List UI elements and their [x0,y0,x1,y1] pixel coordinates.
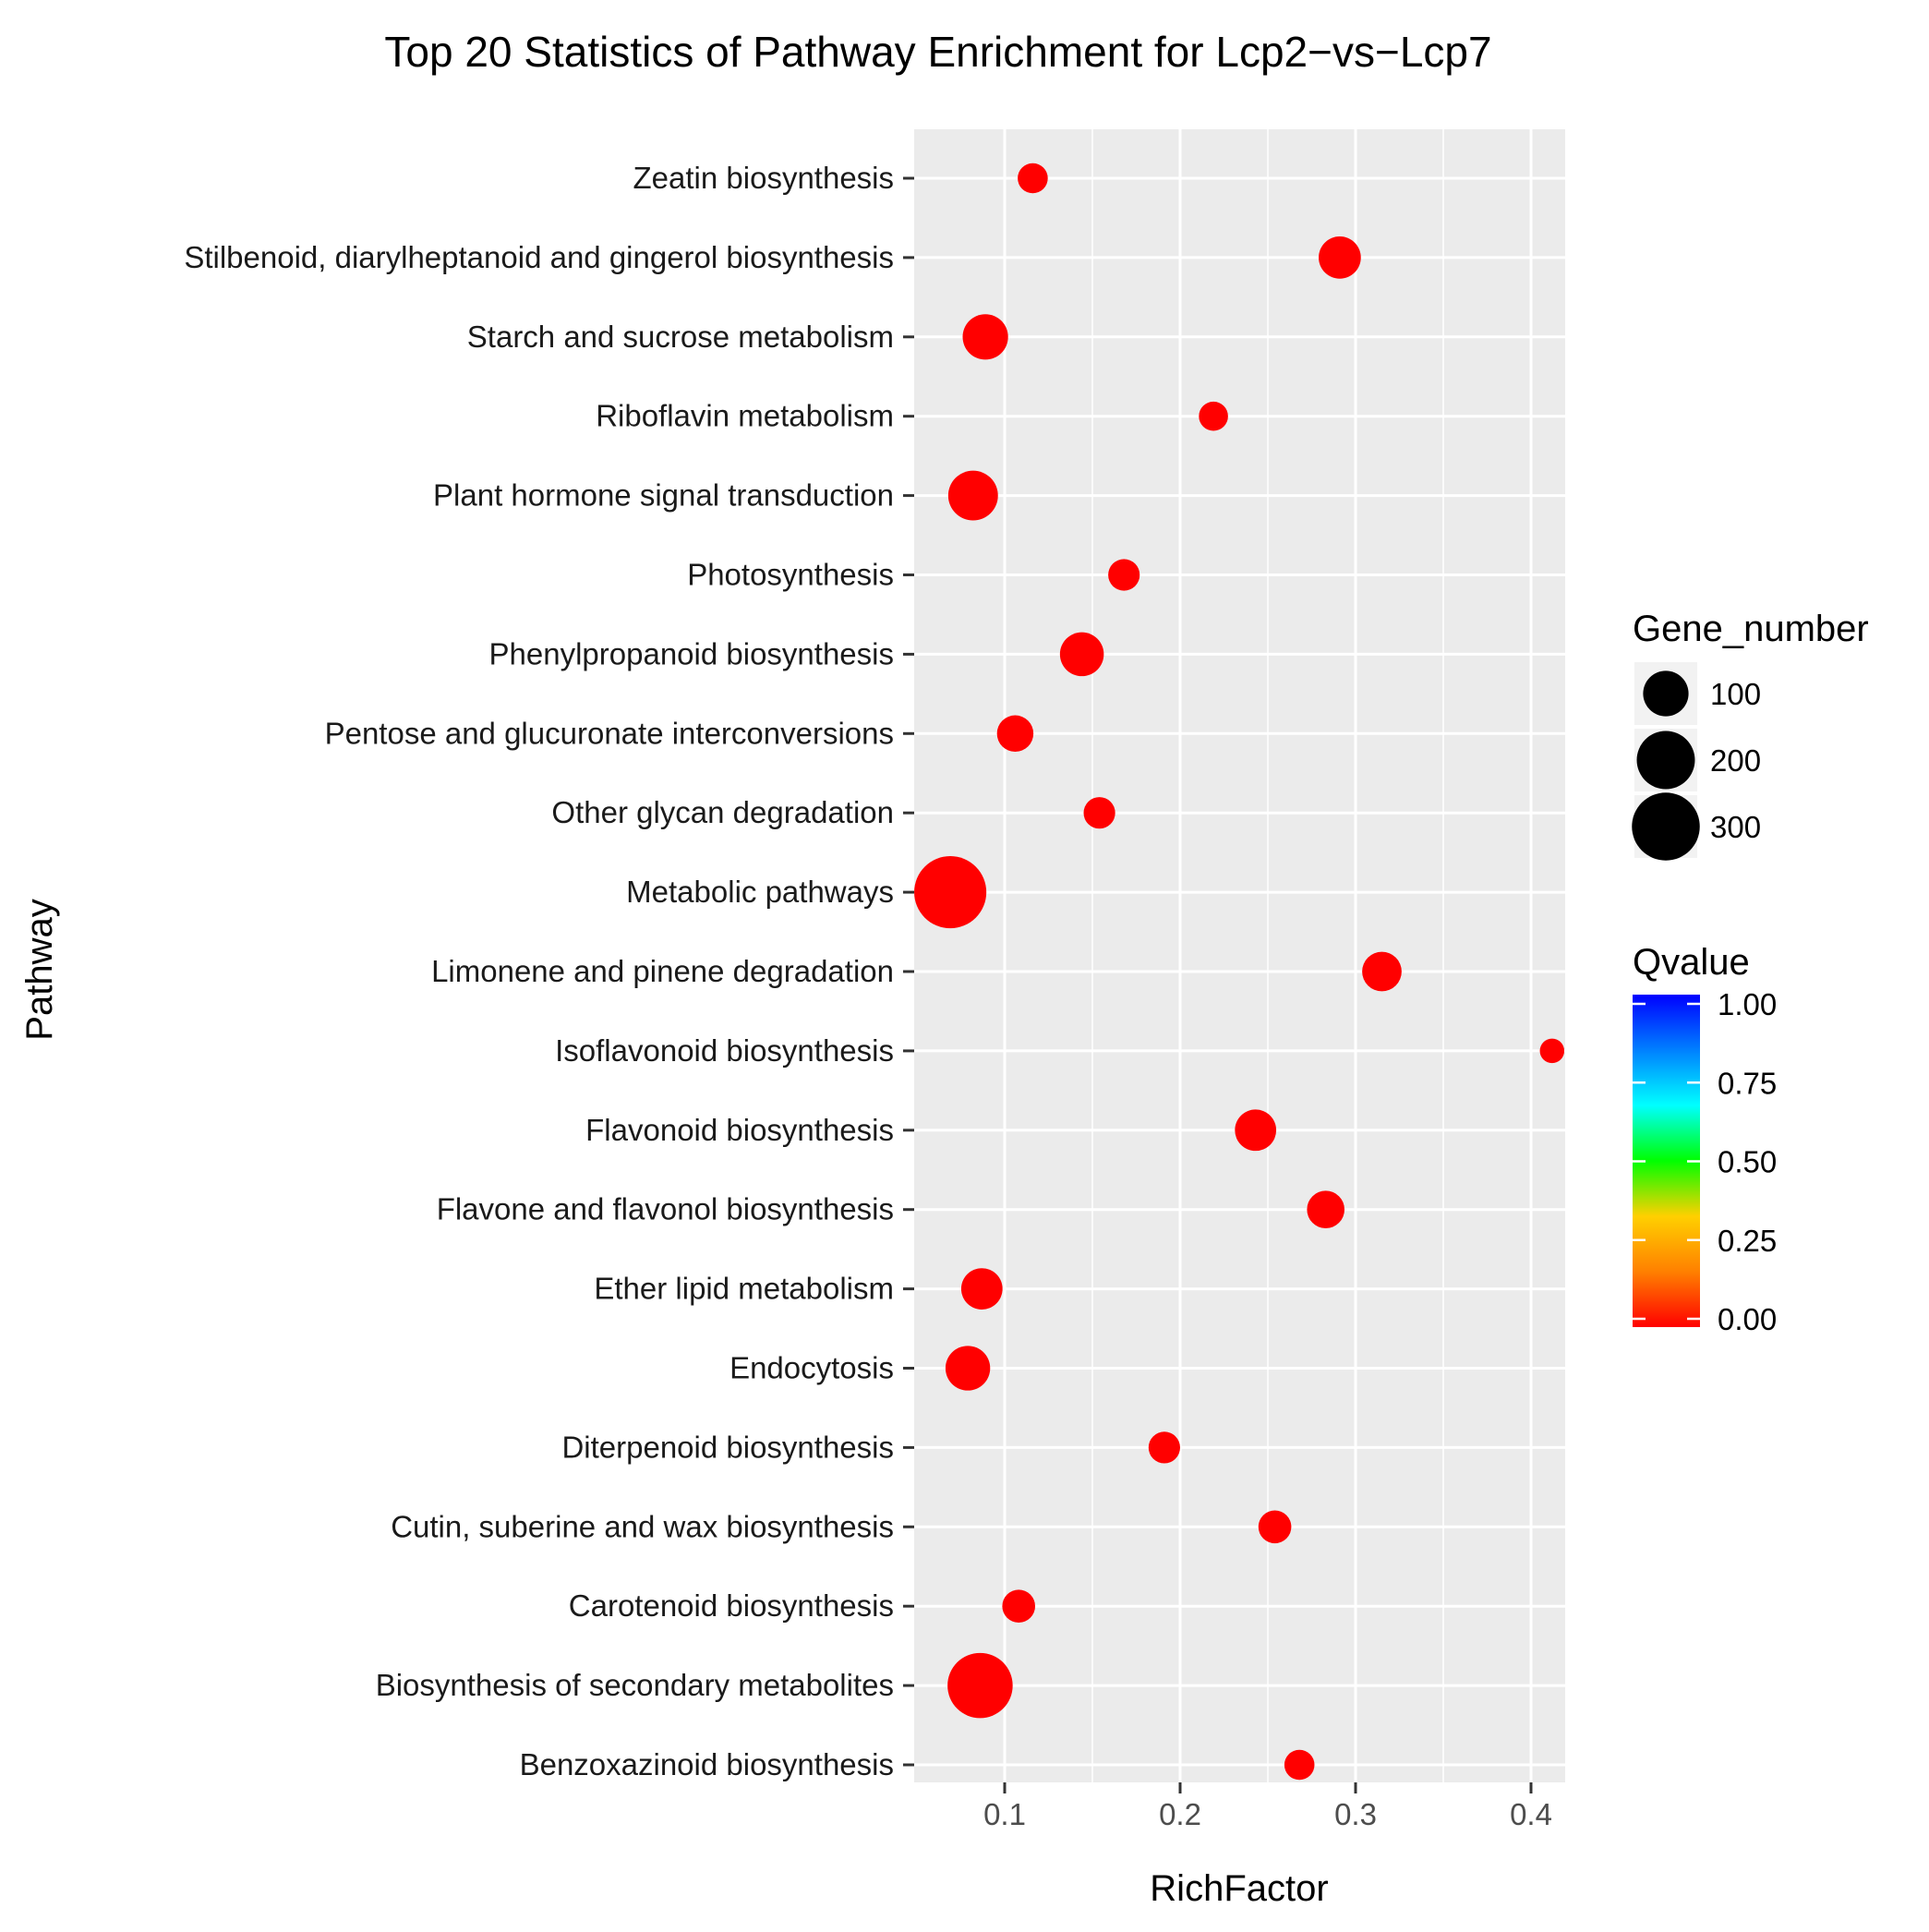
y-tick-label: Ether lipid metabolism [594,1272,894,1306]
y-tick-label: Diterpenoid biosynthesis [561,1430,894,1464]
colorbar-label: 0.25 [1718,1224,1777,1258]
qvalue-legend-title: Qvalue [1633,942,1750,983]
x-tick-label: 0.3 [1334,1797,1377,1831]
data-point [947,1652,1013,1719]
y-tick-label: Flavonoid biosynthesis [585,1113,894,1147]
y-tick-label: Pentose and glucuronate interconversions [325,716,894,750]
data-point [1307,1190,1345,1229]
data-point [945,1346,991,1391]
data-point [1018,163,1048,194]
colorbar-label: 0.75 [1718,1066,1777,1100]
y-tick-label: Biosynthesis of secondary metabolites [376,1668,894,1702]
data-point [1362,951,1402,992]
data-point [947,470,998,521]
y-tick-label: Other glycan degradation [551,795,894,829]
plot-panel [914,129,1565,1782]
y-tick-label: Zeatin biosynthesis [633,161,894,195]
data-point [1199,401,1228,431]
y-tick-label: Metabolic pathways [626,875,894,909]
legend-size-label: 100 [1710,677,1761,711]
y-tick-label: Carotenoid biosynthesis [569,1588,894,1623]
data-point [1284,1749,1315,1781]
legend-size-label: 300 [1710,810,1761,844]
data-point [1319,236,1361,279]
data-point [914,856,987,929]
data-points [914,163,1565,1781]
legend-size-dot [1632,792,1700,861]
x-axis-title: RichFactor [1150,1868,1328,1909]
y-axis-title: Pathway [19,899,60,1040]
colorbar-label: 0.50 [1718,1145,1777,1179]
y-tick-label: Isoflavonoid biosynthesis [555,1033,894,1068]
y-axis: Zeatin biosynthesis Stilbenoid, diarylhep… [184,161,914,1781]
y-tick-label: Phenylpropanoid biosynthesis [489,636,894,670]
qvalue-legend: Qvalue 1.00 0.75 0.50 0.25 0.00 [1633,942,1777,1336]
x-tick-label: 0.1 [983,1797,1026,1831]
x-tick-label: 0.2 [1159,1797,1201,1831]
legend-size-label: 200 [1710,743,1761,778]
y-tick-label: Cutin, suberine and wax biosynthesis [391,1509,894,1543]
x-axis: 0.1 0.2 0.3 0.4 [983,1782,1552,1831]
y-tick-label: Plant hormone signal transduction [433,478,894,513]
data-point [1108,559,1140,591]
data-point [1083,797,1115,829]
gene-number-legend-title: Gene_number [1633,609,1869,649]
gene-number-legend: Gene_number 100 200 300 [1632,609,1869,861]
y-tick-label: Riboflavin metabolism [596,399,894,433]
y-tick-label: Starch and sucrose metabolism [467,320,894,354]
colorbar-label: 1.00 [1718,987,1777,1021]
y-tick-label: Flavone and flavonol biosynthesis [437,1192,894,1226]
data-point [1258,1510,1292,1544]
x-tick-label: 0.4 [1510,1797,1552,1831]
legend-size-dot [1636,731,1695,790]
data-point [1539,1038,1565,1064]
data-point [1059,632,1104,677]
data-point [1148,1431,1180,1464]
chart-title: Top 20 Statistics of Pathway Enrichment … [384,28,1491,76]
data-point [960,1268,1003,1310]
legend-size-dot [1643,670,1689,717]
y-tick-label: Stilbenoid, diarylheptanoid and gingerol… [184,240,894,274]
data-point [1002,1589,1036,1624]
data-point [962,314,1008,360]
y-tick-label: Photosynthesis [687,558,894,592]
gridlines [914,129,1565,1782]
y-tick-label: Limonene and pinene degradation [431,954,894,988]
colorbar-label: 0.00 [1718,1302,1777,1336]
y-tick-label: Benzoxazinoid biosynthesis [520,1747,894,1781]
data-point [1235,1109,1277,1152]
data-point [996,715,1034,753]
y-tick-label: Endocytosis [729,1351,894,1385]
